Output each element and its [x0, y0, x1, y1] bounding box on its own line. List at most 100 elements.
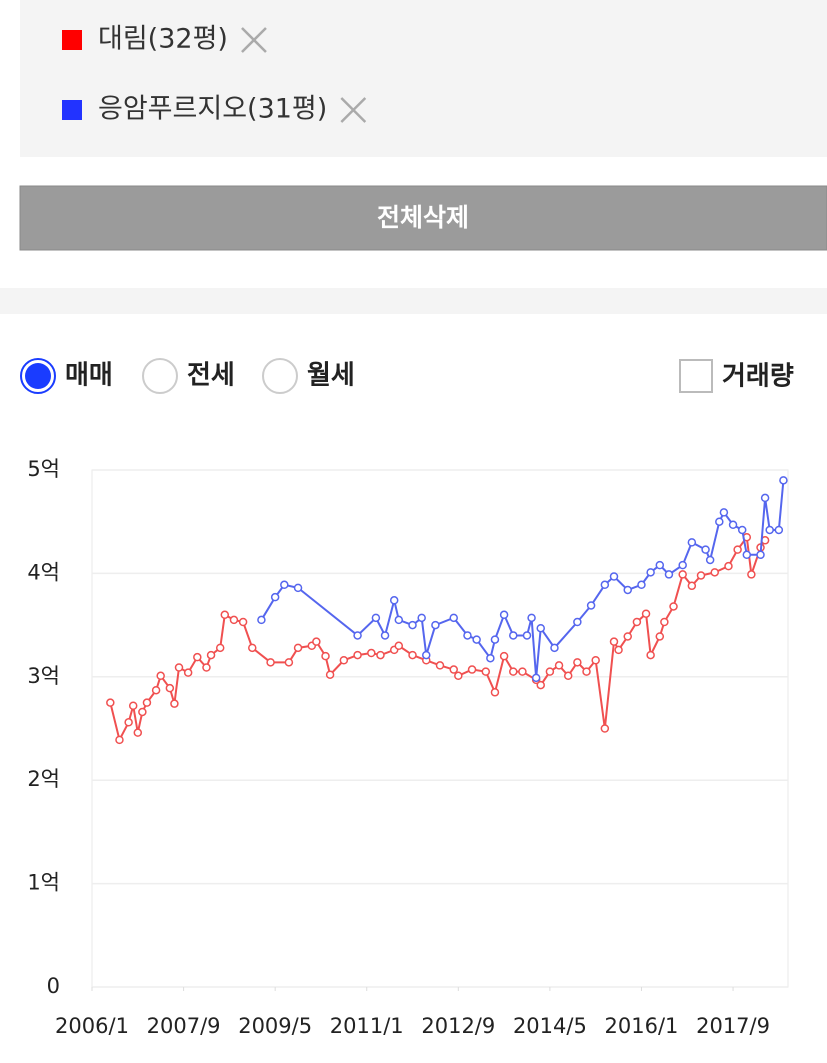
x-tick-label: 2009/5: [238, 1014, 312, 1038]
radio-label[interactable]: 매매: [65, 361, 113, 391]
data-point: [582, 667, 591, 676]
compare-panel: [20, 0, 827, 157]
radio-label[interactable]: 월세: [307, 361, 355, 391]
remove-button[interactable]: [241, 27, 267, 53]
data-point: [165, 683, 175, 693]
checkbox[interactable]: [679, 359, 713, 393]
volume-toggle[interactable]: 거래량: [679, 359, 794, 393]
checkbox-label[interactable]: 거래량: [722, 362, 794, 392]
data-point: [238, 617, 248, 627]
data-point: [133, 728, 143, 737]
data-point: [660, 617, 669, 627]
data-point: [522, 631, 532, 640]
trade-type-options: 매매 전세 월세: [20, 358, 355, 394]
radio-dot[interactable]: [25, 363, 51, 389]
data-point: [779, 476, 788, 485]
x-tick-label: 2011/1: [330, 1014, 404, 1038]
data-point: [449, 613, 458, 623]
data-point: [696, 571, 706, 580]
data-point: [655, 560, 665, 570]
data-point: [724, 561, 733, 571]
data-point: [417, 613, 426, 623]
data-point: [472, 635, 481, 644]
remove-button[interactable]: [340, 97, 367, 123]
data-point: [632, 617, 642, 627]
data-point: [550, 643, 559, 653]
radio[interactable]: [262, 358, 298, 394]
clear-button-label[interactable]: 전체삭제: [377, 203, 469, 232]
data-point: [353, 631, 362, 640]
data-point: [573, 658, 582, 667]
data-point: [715, 517, 724, 526]
data-point: [321, 651, 330, 661]
data-point: [710, 568, 719, 577]
data-point: [220, 610, 230, 620]
radio-option[interactable]: 월세: [262, 358, 355, 394]
data-point: [646, 568, 655, 577]
plot-area: [91, 469, 789, 988]
data-point: [664, 570, 674, 579]
data-point: [367, 648, 376, 658]
y-tick-label: 0: [47, 974, 60, 998]
radio-option[interactable]: 매매: [20, 358, 113, 394]
remove-icon[interactable]: [340, 97, 367, 123]
data-point: [206, 650, 216, 660]
data-point: [266, 658, 275, 667]
data-point: [737, 525, 747, 535]
data-point: [609, 572, 619, 581]
data-point: [408, 650, 417, 660]
radio-option[interactable]: 전세: [142, 358, 235, 394]
data-point: [151, 685, 161, 695]
data-point: [531, 673, 541, 683]
data-point: [486, 653, 495, 663]
data-point: [325, 670, 335, 679]
data-point: [499, 651, 509, 661]
data-point: [293, 643, 303, 653]
data-point: [481, 667, 491, 676]
clear-button[interactable]: 전체삭제: [19, 185, 827, 251]
legend-label: 대림(32평): [98, 24, 228, 55]
y-tick-label: 5억: [27, 457, 60, 481]
data-point: [371, 613, 381, 623]
data-point: [339, 656, 349, 665]
data-point: [353, 650, 362, 660]
x-tick-label: 2014/5: [513, 1014, 587, 1038]
x-tick-label: 2017/9: [696, 1014, 770, 1038]
data-point: [756, 550, 765, 560]
data-point: [183, 668, 193, 677]
radio[interactable]: [142, 358, 178, 394]
data-point: [270, 592, 280, 602]
data-point: [376, 650, 385, 660]
remove-icon[interactable]: [241, 27, 267, 53]
y-tick-label: 3억: [27, 664, 60, 688]
data-point: [509, 631, 518, 640]
data-point: [705, 555, 715, 565]
clear-button-bg[interactable]: [19, 185, 827, 251]
data-point: [408, 620, 417, 630]
legend-label: 응암푸르지오(31평): [98, 94, 327, 125]
data-point: [609, 637, 619, 646]
y-tick-label: 2억: [27, 767, 60, 791]
data-point: [678, 560, 687, 570]
radio-label[interactable]: 전세: [187, 361, 235, 391]
data-point: [774, 525, 784, 535]
data-point: [248, 643, 257, 653]
data-point: [641, 609, 651, 618]
compare-list: 대림(32평) 응암푸르지오(31평): [62, 24, 367, 125]
separator: [0, 288, 827, 314]
data-point: [394, 641, 404, 651]
data-point: [747, 570, 756, 579]
data-point: [573, 617, 582, 627]
data-point: [765, 525, 774, 535]
data-point: [586, 601, 596, 610]
x-tick-label: 2016/1: [605, 1014, 679, 1038]
data-point: [733, 545, 742, 554]
data-point: [142, 698, 152, 707]
data-point: [600, 724, 610, 733]
data-point: [687, 581, 697, 591]
data-point: [536, 680, 545, 690]
data-point: [394, 615, 404, 625]
data-point: [490, 635, 500, 644]
chart: 0 1억 2억 3억 4억 5억 2006/1 2007/9 2009/5 2011/1 2012/…: [27, 457, 789, 1038]
